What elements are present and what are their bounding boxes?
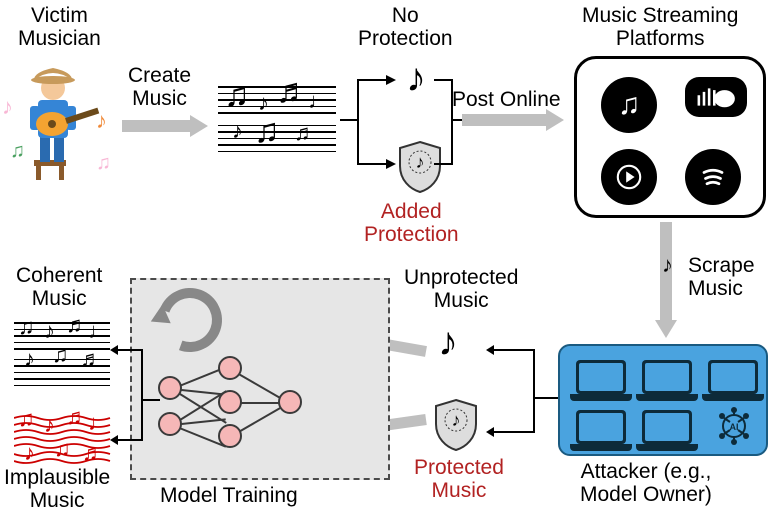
music-note-icon: ♫	[18, 406, 35, 432]
music-note-icon: ♬	[276, 72, 310, 111]
music-note-icon: ♫	[54, 436, 71, 462]
arrow-create-music	[122, 120, 192, 132]
diagram-canvas: Victim Musician Create Music No Protecti…	[0, 0, 782, 521]
laptop-icon	[642, 360, 692, 394]
arrow-head-icon	[655, 320, 677, 338]
music-note-icon: ♪	[24, 440, 35, 466]
music-note-icon: ♪	[438, 320, 458, 365]
music-note-icon: ♬	[66, 404, 88, 430]
implausible-music-label: Implausible Music	[4, 466, 110, 512]
attacker-label: Attacker (e.g., Model Owner)	[580, 460, 712, 506]
no-protection-label: No Protection	[358, 4, 453, 50]
music-note-icon: ♬	[80, 346, 102, 372]
coherent-music-label: Coherent Music	[16, 264, 102, 310]
youtube-music-icon	[601, 149, 657, 205]
music-note-icon: ♫	[18, 314, 35, 340]
note-pastel-icon: ♫	[10, 140, 25, 163]
added-protection-label: Added Protection	[364, 200, 459, 246]
shield-icon: ♪	[432, 398, 480, 452]
streaming-platforms-box: ♫	[574, 56, 766, 218]
arrow-post-online	[462, 114, 548, 126]
music-note-icon: ♫	[52, 342, 69, 368]
spotify-icon	[685, 149, 741, 205]
post-online-label: Post Online	[452, 88, 561, 111]
laptop-icon	[708, 360, 758, 394]
soundcloud-icon	[685, 77, 747, 117]
music-note-icon: ♬	[66, 312, 88, 338]
unprotected-music-label: Unprotected Music	[404, 266, 518, 312]
music-note-icon: ♪	[44, 412, 55, 438]
music-note-icon: ♪	[662, 252, 673, 278]
music-note-icon: ♪	[24, 346, 35, 372]
note-pastel-icon: ♪	[2, 94, 13, 120]
nn-output-connector	[110, 336, 160, 456]
note-pastel-icon: ♫	[96, 152, 111, 175]
merge-connector	[434, 72, 464, 176]
laptop-icon	[642, 410, 692, 444]
music-note-icon: ♩	[88, 318, 110, 344]
scrape-music-label: Scrape Music	[688, 254, 755, 300]
music-note-icon: ♬	[82, 440, 104, 466]
music-note-icon: ♫	[224, 76, 250, 115]
arrow-head-icon	[546, 109, 564, 131]
svg-text:♪: ♪	[416, 152, 425, 172]
apple-music-icon: ♫	[601, 77, 657, 133]
svg-text:♪: ♪	[452, 410, 461, 430]
musician-illustration: ♪ ♫ ♪ ♫	[4, 52, 114, 182]
music-note-icon: ♩	[88, 410, 110, 436]
music-note-icon: ♩	[308, 88, 330, 114]
music-note-icon: ♪	[406, 56, 426, 101]
attacker-box: AI	[558, 344, 768, 456]
laptop-icon	[576, 410, 626, 444]
music-streaming-label: Music Streaming Platforms	[582, 4, 738, 50]
arrow-head-icon	[190, 115, 208, 137]
music-note-icon: ♪	[232, 118, 243, 144]
victim-musician-label: Victim Musician	[18, 4, 101, 50]
music-note-icon: ♫	[254, 112, 280, 151]
split-connector	[338, 72, 396, 176]
protected-music-label: Protected Music	[414, 456, 504, 502]
svg-text:AI: AI	[730, 422, 739, 432]
note-pastel-icon: ♪	[96, 108, 107, 134]
music-note-icon: ♬	[294, 120, 316, 146]
laptop-icon	[576, 360, 626, 394]
ai-brain-icon: AI	[712, 404, 756, 448]
model-training-label: Model Training	[160, 484, 298, 507]
attacker-split-connector	[486, 340, 558, 460]
music-note-icon: ♪	[44, 318, 55, 344]
create-music-label: Create Music	[128, 64, 191, 110]
